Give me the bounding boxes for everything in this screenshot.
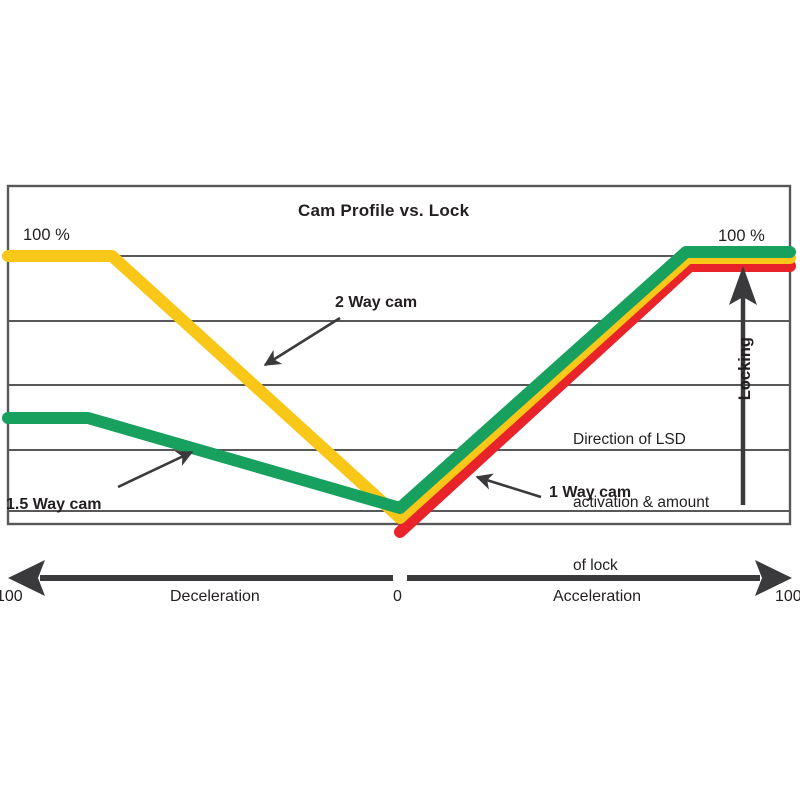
arrow-1-5-way-cam	[117, 450, 194, 489]
annotation-direction-of-lsd: Direction of LSD activation & amount of …	[573, 387, 709, 618]
x-axis-label-acceleration: Acceleration	[553, 588, 642, 605]
x-axis-label-deceleration: Deceleration	[170, 588, 260, 605]
direction-line-3: of lock	[573, 557, 618, 574]
chart-title: Cam Profile vs. Lock	[298, 201, 470, 220]
axis-arrowhead-left	[8, 560, 45, 596]
label-100-percent-right: 100 %	[718, 227, 765, 245]
x-axis-tick-zero: 0	[393, 588, 402, 605]
annotation-arrows	[117, 316, 542, 499]
x-axis-tick-left-100: 100	[0, 588, 23, 605]
direction-line-2: activation & amount	[573, 494, 710, 511]
series-1-point-5-way-cam	[2, 246, 796, 514]
label-100-percent-left: 100 %	[23, 226, 70, 244]
direction-line-1: Direction of LSD	[573, 431, 686, 448]
axis-arrowhead-right	[755, 560, 792, 596]
arrow-2-way-cam	[263, 316, 341, 367]
x-axis-arrows	[8, 560, 792, 596]
locking-arrow	[729, 266, 757, 505]
y-axis-label-locking: Locking	[736, 337, 754, 401]
annotation-1-5-way-cam: 1.5 Way cam	[6, 496, 102, 513]
annotation-1-way-cam: 1 Way cam	[549, 484, 632, 501]
x-axis-tick-right-100: 100	[775, 588, 800, 605]
plot-frame	[6, 184, 792, 526]
annotation-2-way-cam: 2 Way cam	[335, 294, 418, 311]
arrow-1-way-cam	[475, 473, 542, 499]
series-1-way-cam	[394, 260, 796, 538]
